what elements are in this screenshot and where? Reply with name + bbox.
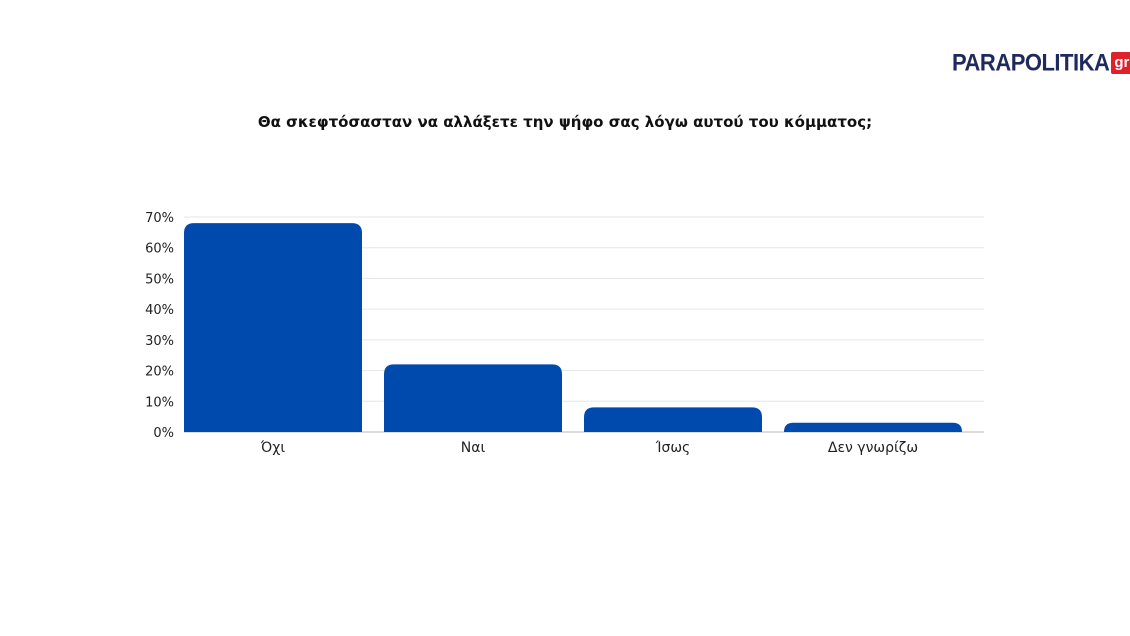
chart-title: Θα σκεφτόσασταν να αλλάξετε την ψήφο σας… <box>257 113 873 131</box>
logo-badge: gr <box>1111 52 1130 74</box>
y-tick-label: 10% <box>145 395 174 410</box>
bar-1 <box>184 223 362 432</box>
y-axis-ticks: 0% 10% 20% 30% 40% 50% 60% 70% <box>145 211 174 441</box>
x-category-label: Δεν γνωρίζω <box>828 440 918 456</box>
bar-4 <box>784 422 962 432</box>
bar-2 <box>384 364 562 432</box>
y-tick-label: 60% <box>145 242 174 257</box>
x-category-label: Ίσως <box>655 440 691 456</box>
y-tick-label: 30% <box>145 334 174 349</box>
x-category-label: Όχι <box>260 440 285 456</box>
x-axis-labels: Όχι Ναι Ίσως Δεν γνωρίζω <box>260 440 918 456</box>
y-tick-label: 50% <box>145 272 174 287</box>
y-tick-label: 40% <box>145 303 174 318</box>
x-category-label: Ναι <box>461 440 486 456</box>
bar-3 <box>584 407 762 432</box>
logo-wordmark: PARAPOLITIKA <box>952 48 1110 77</box>
brand-logo: PARAPOLITIKA gr <box>952 49 1130 77</box>
y-tick-label: 20% <box>145 365 174 380</box>
y-tick-label: 70% <box>145 211 174 226</box>
y-tick-label: 0% <box>153 426 174 441</box>
bars <box>184 223 962 432</box>
